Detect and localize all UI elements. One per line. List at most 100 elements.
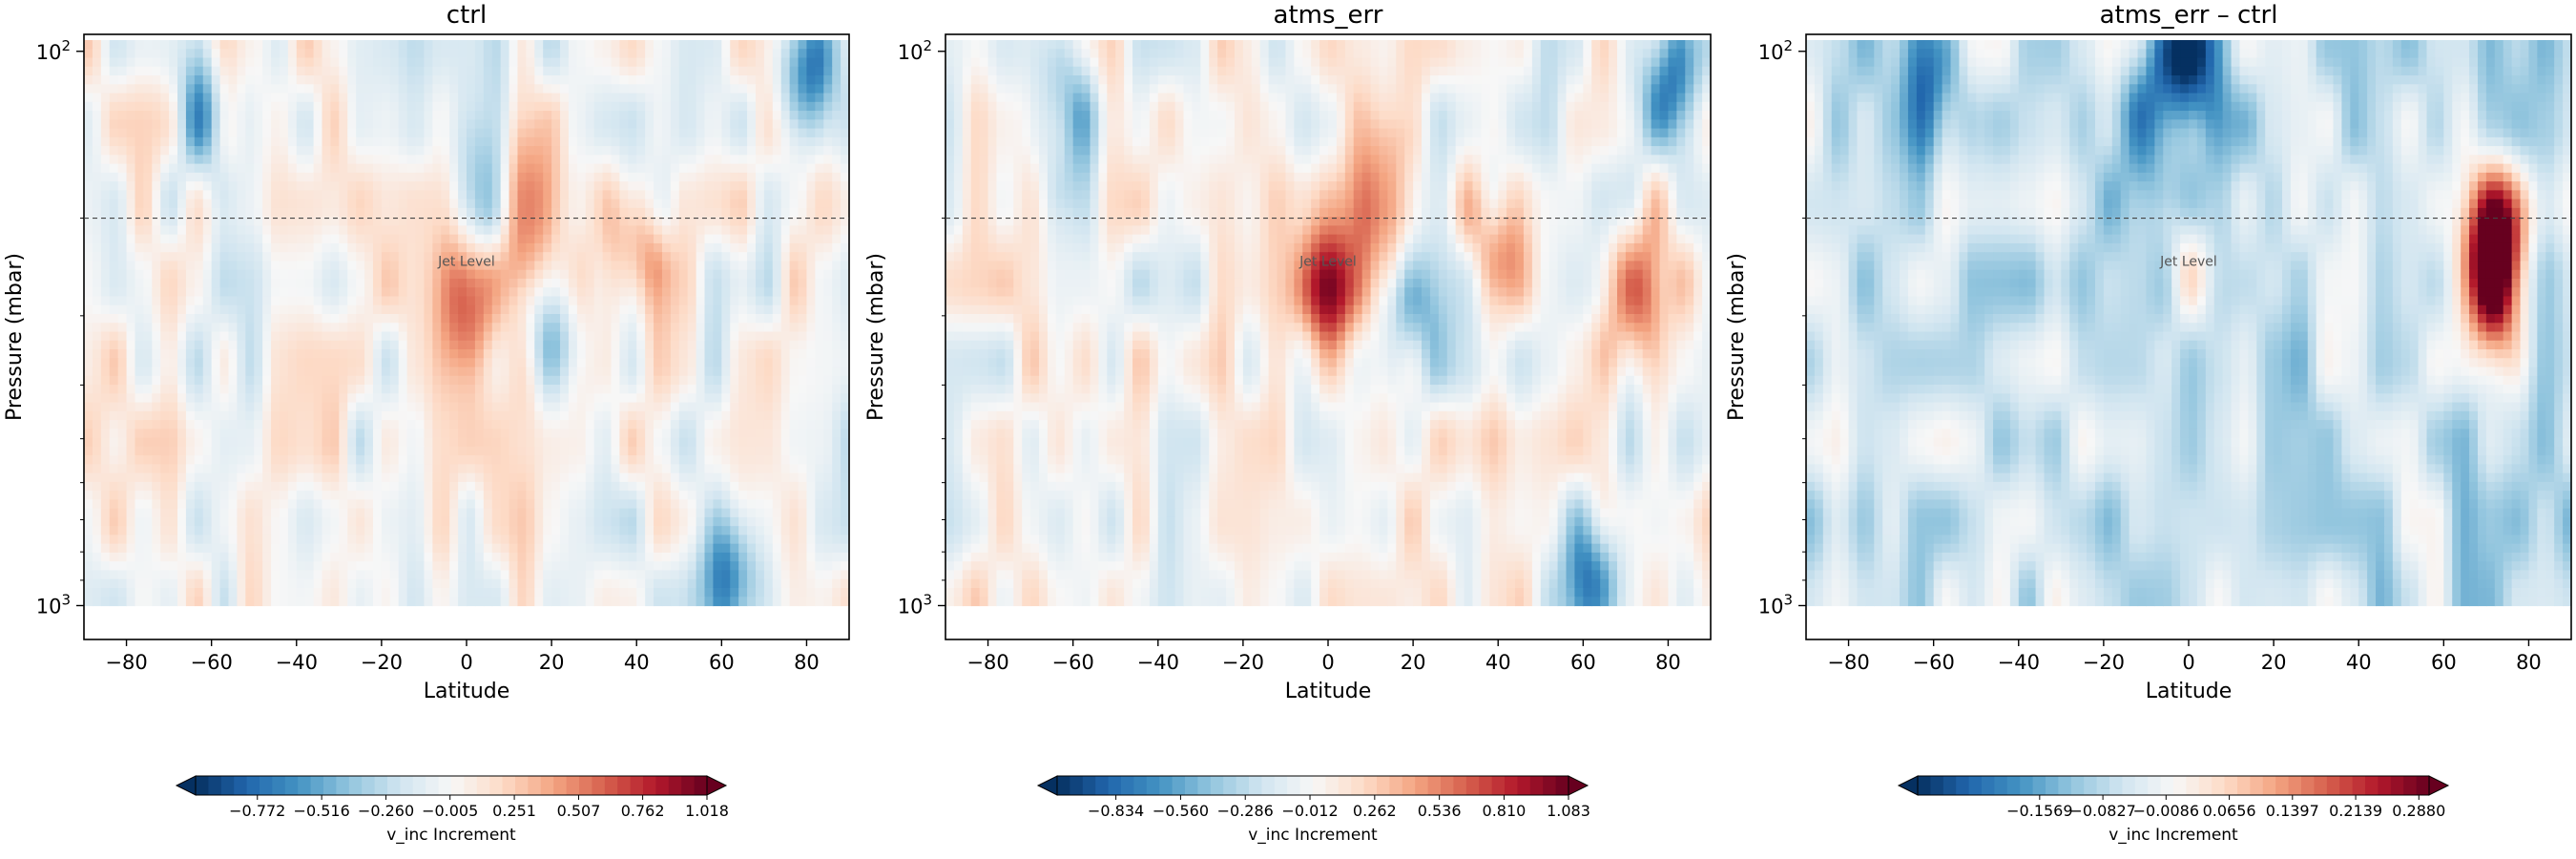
- heatmap-cell: [517, 508, 527, 518]
- heatmap-cell: [713, 207, 722, 218]
- heatmap-cell: [661, 199, 672, 209]
- heatmap-cell: [449, 455, 459, 465]
- heatmap-cell: [347, 146, 357, 156]
- heatmap-cell: [730, 358, 739, 368]
- heatmap-cell: [432, 234, 442, 244]
- heatmap-cell: [109, 146, 119, 156]
- heatmap-cell: [576, 278, 587, 288]
- heatmap-cell: [458, 385, 467, 394]
- heatmap-cell: [135, 128, 144, 138]
- heatmap-cell: [670, 269, 680, 280]
- heatmap-cell: [424, 217, 433, 227]
- heatmap-cell: [364, 304, 374, 315]
- heatmap-cell: [389, 340, 400, 350]
- heatmap-cell: [628, 375, 637, 386]
- heatmap-cell: [441, 146, 450, 156]
- heatmap-cell: [483, 446, 493, 456]
- heatmap-cell: [304, 252, 315, 262]
- heatmap-cell: [772, 269, 782, 280]
- heatmap-cell: [738, 393, 748, 404]
- heatmap-cell: [185, 420, 196, 430]
- heatmap-cell: [364, 66, 374, 76]
- heatmap-cell: [109, 163, 119, 174]
- heatmap-cell: [789, 375, 800, 386]
- heatmap-cell: [398, 66, 408, 76]
- heatmap-cell: [789, 437, 800, 448]
- heatmap-cell: [322, 207, 332, 218]
- heatmap-cell: [381, 472, 391, 483]
- heatmap-cell: [441, 340, 450, 350]
- heatmap-cell: [296, 269, 306, 280]
- heatmap-cell: [602, 234, 613, 244]
- heatmap-cell: [832, 199, 841, 209]
- heatmap-cell: [687, 358, 697, 368]
- heatmap-cell: [841, 101, 850, 112]
- heatmap-cell: [202, 296, 213, 306]
- heatmap-cell: [602, 296, 613, 306]
- heatmap-cell: [194, 234, 204, 244]
- heatmap-cell: [483, 472, 493, 483]
- heatmap-cell: [730, 304, 739, 315]
- heatmap-cell: [585, 93, 595, 103]
- heatmap-cell: [678, 278, 689, 288]
- heatmap-cell: [568, 75, 578, 85]
- heatmap-cell: [458, 437, 467, 448]
- heatmap-cell: [449, 93, 459, 103]
- heatmap-cell: [143, 491, 153, 501]
- heatmap-cell: [467, 111, 476, 120]
- heatmap-cell: [576, 225, 587, 236]
- heatmap-cell: [177, 155, 187, 165]
- heatmap-cell: [177, 172, 187, 182]
- heatmap-cell: [696, 429, 706, 439]
- heatmap-cell: [568, 101, 578, 112]
- heatmap-cell: [491, 163, 502, 174]
- heatmap-cell: [474, 429, 485, 439]
- heatmap-cell: [449, 481, 459, 492]
- heatmap-cell: [304, 119, 315, 130]
- heatmap-cell: [619, 287, 629, 298]
- heatmap-cell: [696, 393, 706, 404]
- heatmap-cell: [500, 437, 510, 448]
- heatmap-cell: [152, 472, 161, 483]
- heatmap-cell: [245, 491, 255, 501]
- heatmap-cell: [738, 252, 748, 262]
- heatmap-cell: [126, 207, 136, 218]
- heatmap-cell: [262, 242, 272, 253]
- heatmap-cell: [661, 287, 672, 298]
- heatmap-cell: [491, 261, 502, 271]
- heatmap-cell: [296, 84, 306, 94]
- heatmap-cell: [602, 40, 613, 50]
- heatmap-cell: [772, 146, 782, 156]
- heatmap-cell: [202, 313, 213, 324]
- heatmap-cell: [755, 296, 765, 306]
- heatmap-cell: [474, 526, 485, 536]
- heatmap-cell: [406, 101, 417, 112]
- heatmap-cell: [619, 429, 629, 439]
- heatmap-cell: [389, 217, 400, 227]
- heatmap-cell: [517, 49, 527, 59]
- heatmap-cell: [372, 84, 383, 94]
- heatmap-cell: [219, 269, 230, 280]
- heatmap-cell: [670, 66, 680, 76]
- heatmap-cell: [789, 163, 800, 174]
- heatmap-cell: [84, 84, 93, 94]
- heatmap-cell: [526, 75, 535, 85]
- heatmap-cell: [449, 101, 459, 112]
- heatmap-cell: [100, 119, 111, 130]
- heatmap-cell: [823, 410, 833, 421]
- heatmap-cell: [279, 84, 289, 94]
- heatmap-cell: [730, 146, 739, 156]
- heatmap-cell: [585, 163, 595, 174]
- heatmap-cell: [202, 252, 213, 262]
- heatmap-cell: [636, 420, 646, 430]
- heatmap-cell: [322, 181, 332, 191]
- heatmap-cell: [798, 57, 808, 68]
- heatmap-cell: [185, 358, 196, 368]
- heatmap-cell: [823, 242, 833, 253]
- heatmap-cell: [143, 181, 153, 191]
- heatmap-cell: [271, 410, 280, 421]
- heatmap-cell: [678, 136, 689, 147]
- heatmap-cell: [721, 128, 731, 138]
- heatmap-cell: [543, 304, 552, 315]
